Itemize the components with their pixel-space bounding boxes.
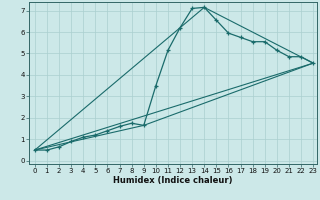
X-axis label: Humidex (Indice chaleur): Humidex (Indice chaleur) bbox=[113, 176, 233, 185]
